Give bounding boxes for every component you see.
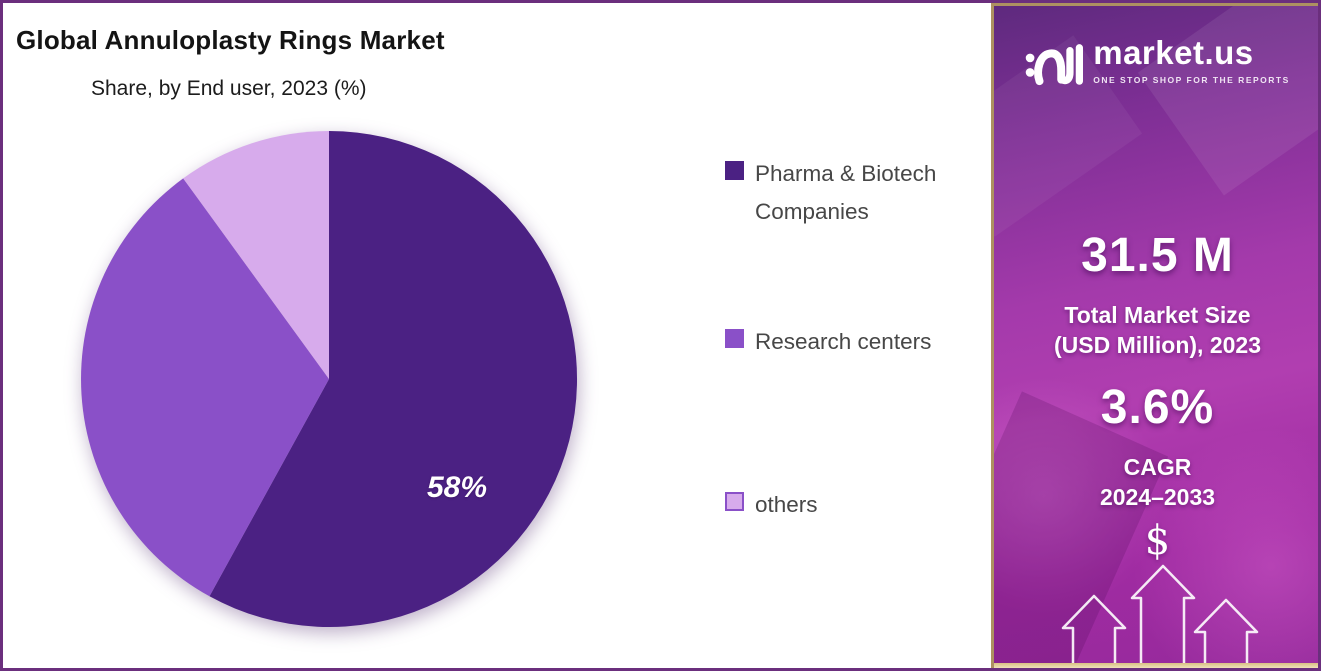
pie-slice-1 [81,178,329,597]
legend-item-pharma-biotech: Pharma & Biotech Companies [725,155,960,231]
cagr-value: 3.6% [1100,381,1215,434]
legend-label-pharma-biotech: Pharma & Biotech Companies [755,161,937,224]
chart-subtitle: Share, by End user, 2023 (%) [91,77,367,100]
total-market-size-value: 31.5 M [1081,229,1234,282]
legend-swatch-pharma-biotech-icon [725,161,744,180]
legend-label-research-centers: Research centers [755,329,932,354]
brand-logo-row: market.us ONE STOP SHOP FOR THE REPORTS [994,36,1318,86]
brand-panel: market.us ONE STOP SHOP FOR THE REPORTS … [991,3,1318,668]
pie-chart-svg [81,131,578,627]
cagr-label-line1: CAGR [1123,454,1192,480]
page-title: Global Annuloplasty Rings Market [16,25,445,55]
growth-arrows-icon [1061,564,1259,663]
total-market-size-label: Total Market Size (USD Million), 2023 [994,300,1318,361]
panel-background-texture [1137,6,1318,196]
panel-bottom-band [994,663,1318,668]
cagr-label: CAGR 2024–2033 [994,452,1318,513]
legend-swatch-research-centers-icon [725,329,744,348]
cagr-label-line2: 2024–2033 [1099,484,1216,511]
pie-slice-percentage-label: 58% [427,471,488,504]
market-us-logo-icon [1025,44,1084,86]
brand-tagline: ONE STOP SHOP FOR THE REPORTS [1093,75,1290,85]
legend-label-others: others [755,492,818,517]
total-market-size-label-line1: Total Market Size [1064,302,1251,328]
brand-name: market.us [1093,34,1254,71]
legend-item-research-centers: Research centers [725,323,995,361]
legend-item-others: others [725,486,995,524]
legend-swatch-others-icon [725,492,744,511]
pie-slice-0 [209,131,578,627]
pie-slice-2 [183,131,329,379]
brand-text-block: market.us ONE STOP SHOP FOR THE REPORTS [1093,36,1290,85]
dollar-sign-icon: $ [1144,518,1171,564]
total-market-size-label-line2: (USD Million), 2023 [1053,332,1262,359]
